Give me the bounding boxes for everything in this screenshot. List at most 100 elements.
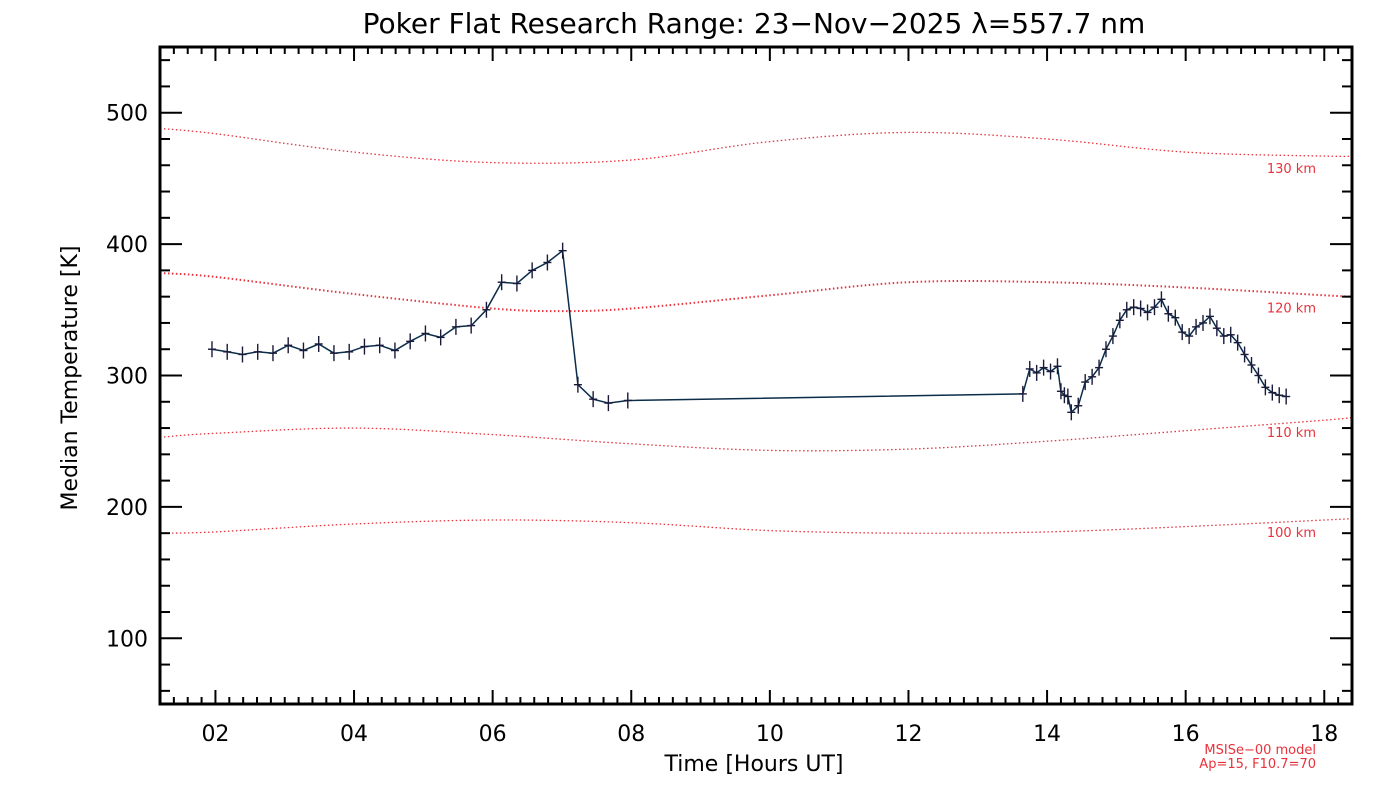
temperature-point xyxy=(1060,387,1069,404)
y-tick-label: 500 xyxy=(106,102,148,127)
y-axis-label: Median Temperature [K] xyxy=(58,246,83,511)
temperature-point xyxy=(1056,383,1065,400)
temperature-point xyxy=(528,262,537,279)
temperature-point xyxy=(360,338,369,355)
x-tick-label: 14 xyxy=(1033,722,1061,747)
temperature-point xyxy=(1122,301,1131,318)
temperature-point xyxy=(1192,318,1201,335)
msis-model-curves: 130 km 120 km 110 km 100 km xyxy=(159,127,1353,541)
x-tick-label: 04 xyxy=(340,722,368,747)
temperature-point xyxy=(1282,388,1291,405)
x-tick-label: 08 xyxy=(617,722,645,747)
temperature-point xyxy=(207,341,216,358)
y-tick-label: 300 xyxy=(106,365,148,390)
temperature-point xyxy=(1136,300,1145,317)
temperature-point xyxy=(1219,328,1228,345)
temperature-point xyxy=(1095,359,1104,376)
temperature-point xyxy=(390,342,399,359)
temperature-point xyxy=(1088,368,1097,385)
temperature-point xyxy=(1157,291,1166,308)
temperature-point xyxy=(497,274,506,291)
temperature-point xyxy=(1032,364,1041,381)
temperature-point xyxy=(1046,363,1055,380)
temperature-point xyxy=(543,254,552,271)
temperature-point xyxy=(299,342,308,359)
temperature-point xyxy=(1025,360,1034,377)
temperature-point xyxy=(421,325,430,342)
x-axis-label: Time [Hours UT] xyxy=(664,752,844,777)
temperature-point xyxy=(482,301,491,318)
model-curve-130-km xyxy=(159,127,1353,164)
temperature-point xyxy=(623,392,632,409)
temperature-point xyxy=(1240,346,1249,363)
temperature-point xyxy=(1212,320,1221,337)
temperature-point xyxy=(1205,308,1214,325)
x-tick-label: 12 xyxy=(894,722,922,747)
temperature-point xyxy=(573,376,582,393)
temperature-point xyxy=(1108,328,1117,345)
y-tick-label: 400 xyxy=(106,233,148,258)
temperature-point xyxy=(1185,328,1194,345)
model-note-line-1: MSISe−00 model xyxy=(1204,743,1316,758)
temperature-point xyxy=(1018,385,1027,402)
temperature-series xyxy=(207,242,1291,421)
temperature-point xyxy=(375,337,384,354)
x-tick-label: 02 xyxy=(201,722,229,747)
temperature-point xyxy=(223,343,232,360)
temperature-point xyxy=(1039,359,1048,376)
temperature-point xyxy=(268,345,277,362)
temperature-point xyxy=(253,343,262,360)
temperature-point xyxy=(1254,367,1263,384)
temperature-point xyxy=(1101,341,1110,358)
temperature-point xyxy=(406,333,415,350)
temperature-point xyxy=(1178,324,1187,341)
temperature-point xyxy=(329,345,338,362)
temperature-point xyxy=(1067,404,1076,421)
model-curve-110-km xyxy=(159,416,1353,452)
temperature-point xyxy=(1171,309,1180,326)
temperature-point xyxy=(1261,379,1270,396)
plot-frame xyxy=(158,45,1354,706)
temperature-point xyxy=(604,395,613,412)
temperature-point xyxy=(1226,326,1235,343)
x-tick-label: 10 xyxy=(756,722,784,747)
temperature-line xyxy=(211,249,1287,414)
x-tick-label: 16 xyxy=(1172,722,1200,747)
temperature-point xyxy=(1199,314,1207,331)
temperature-point xyxy=(1150,299,1159,316)
chart-title: Poker Flat Research Range: 23−Nov−2025 λ… xyxy=(363,7,1146,40)
model-curve-120-km xyxy=(159,272,1353,313)
temperature-point xyxy=(451,318,460,335)
temperature-point xyxy=(1063,388,1072,405)
x-tick-label: 18 xyxy=(1310,722,1338,747)
temperature-point xyxy=(1143,304,1152,321)
temperature-point xyxy=(238,346,247,363)
model-label-110-km: 110 km xyxy=(1267,426,1316,441)
y-tick-label: 200 xyxy=(106,496,148,521)
temperature-point xyxy=(1275,387,1284,404)
temperature-point xyxy=(1129,299,1138,316)
temperature-point xyxy=(1233,334,1242,351)
model-label-130-km: 130 km xyxy=(1267,162,1316,177)
temperature-point xyxy=(467,317,476,334)
model-curve-100-km xyxy=(159,518,1353,534)
temperature-point xyxy=(558,242,567,259)
temperature-point xyxy=(589,391,598,408)
temperature-point xyxy=(1115,312,1124,329)
temperature-point xyxy=(1164,305,1173,322)
y-tick-label: 100 xyxy=(106,627,148,652)
model-label-120-km: 120 km xyxy=(1267,301,1316,316)
model-label-100-km: 100 km xyxy=(1267,526,1316,541)
temperature-point xyxy=(1081,374,1090,391)
temperature-point xyxy=(284,337,293,354)
plot-axes: 02 04 06 08 10 12 14 16 18 100 200 300 400 500 xyxy=(106,45,1354,747)
model-note-line-2: Ap=15, F10.7=70 xyxy=(1199,757,1316,772)
temperature-point xyxy=(345,343,354,360)
temperature-point xyxy=(1268,384,1277,401)
temperature-point xyxy=(1247,356,1256,373)
temperature-point xyxy=(314,335,323,352)
temperature-point xyxy=(1074,397,1083,414)
temperature-point xyxy=(1053,358,1062,375)
x-tick-label: 06 xyxy=(479,722,507,747)
